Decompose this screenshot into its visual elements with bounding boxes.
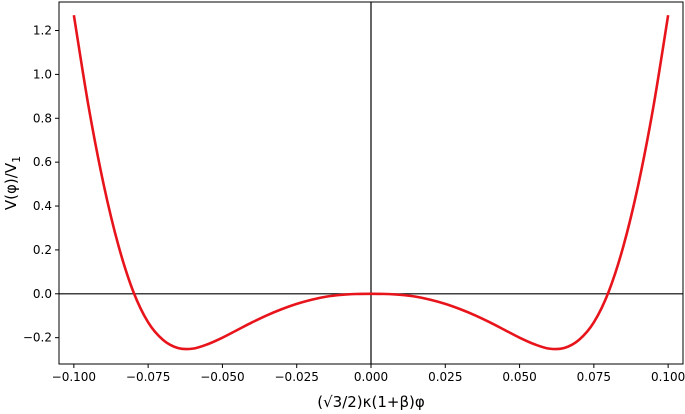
y-tick-label: 0.2 [33,243,52,257]
y-axis-label-main: V(φ)/V [2,162,20,210]
y-tick-label: 1.2 [33,24,52,38]
x-tick-label: −0.075 [126,370,170,384]
x-tick-label: 0.000 [354,370,388,384]
x-axis: −0.100 −0.075 −0.050 −0.025 0.000 0.025 0.050 0… [52,364,685,384]
x-tick-label: 0.075 [577,370,611,384]
y-tick-label: 0.4 [33,199,52,213]
y-axis: −0.2 0.0 0.2 0.4 0.6 0.8 1.0 1.2 [23,24,59,345]
series-line-0 [72,14,670,351]
y-axis-label: V(φ)/V1 [2,156,23,210]
series-layer [72,14,670,351]
x-tick-label: −0.100 [52,370,96,384]
y-tick-label: 0.6 [33,155,52,169]
x-axis-label: (√3/2)κ(1+β)φ [317,393,425,411]
y-tick-label: 0.8 [33,111,52,125]
x-tick-label: 0.100 [651,370,685,384]
y-tick-label: −0.2 [23,331,52,345]
reference-lines [59,2,683,364]
y-tick-label: 1.0 [33,67,52,81]
x-tick-label: −0.025 [275,370,319,384]
y-tick-label: 0.0 [33,287,52,301]
x-tick-label: 0.050 [502,370,536,384]
y-axis-label-subscript: 1 [10,156,23,163]
x-tick-label: −0.050 [200,370,244,384]
x-tick-label: 0.025 [428,370,462,384]
